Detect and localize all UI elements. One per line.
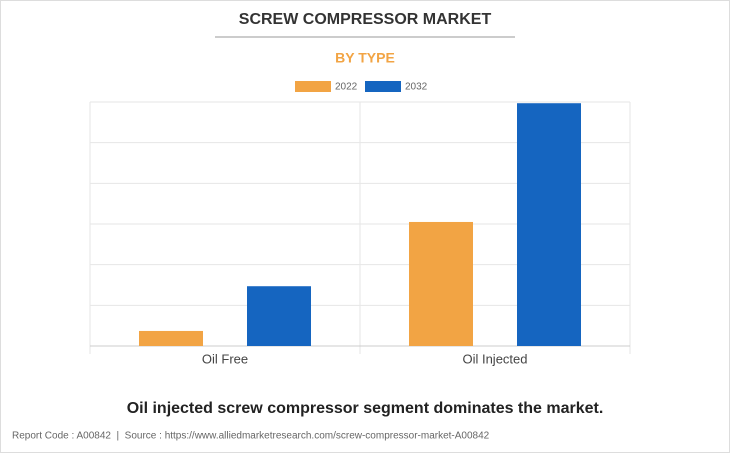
bar: [409, 221, 473, 346]
legend-swatch: [365, 81, 401, 92]
bar: [247, 286, 311, 346]
chart-title: SCREW COMPRESSOR MARKET: [239, 11, 492, 28]
legend-label: 2032: [405, 82, 428, 93]
footer: Report Code : A00842 | Source : https://…: [12, 431, 490, 442]
legend-label: 2022: [335, 82, 358, 93]
x-tick-label: Oil Free: [202, 351, 248, 366]
legend-swatch: [295, 81, 331, 92]
bar: [139, 330, 203, 346]
chart-subtitle: BY TYPE: [335, 50, 395, 66]
bar: [517, 103, 581, 346]
caption: Oil injected screw compressor segment do…: [127, 400, 604, 417]
x-tick-label: Oil Injected: [462, 351, 527, 366]
